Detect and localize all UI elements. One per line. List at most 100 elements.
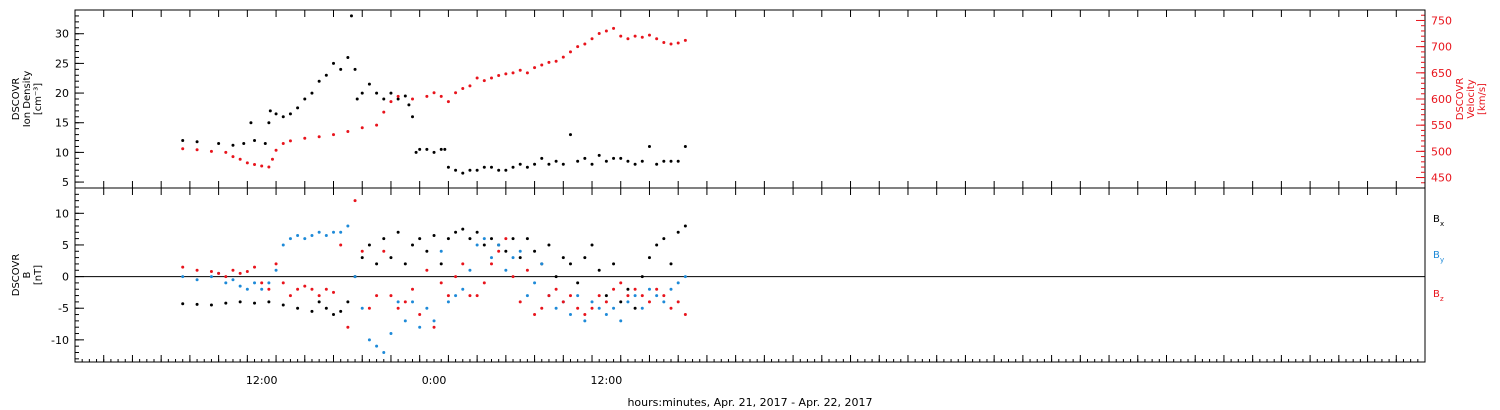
- density-point: [195, 140, 199, 144]
- density-point: [640, 159, 644, 163]
- bz-point: [504, 237, 508, 241]
- bz-point: [604, 300, 608, 304]
- x-tick-label: 0:00: [422, 374, 447, 387]
- density-point: [414, 150, 418, 154]
- bx-point: [489, 237, 493, 241]
- by-point: [669, 287, 673, 291]
- density-point: [382, 97, 386, 101]
- density-point: [360, 91, 364, 95]
- bx-point: [454, 230, 458, 234]
- density-point: [590, 162, 594, 166]
- density-point: [647, 144, 651, 148]
- bx-point: [619, 300, 623, 304]
- bz-point: [525, 268, 529, 272]
- top-right-tick-label: 650: [1431, 67, 1452, 80]
- density-point: [633, 162, 637, 166]
- bx-point: [597, 268, 601, 272]
- by-point: [683, 275, 687, 279]
- bz-point: [296, 287, 300, 291]
- bz-point: [655, 287, 659, 291]
- velocity-point: [518, 68, 522, 72]
- bx-point: [669, 262, 673, 266]
- by-point: [554, 306, 558, 310]
- velocity-point: [461, 87, 465, 91]
- density-point: [396, 97, 400, 101]
- velocity-point: [317, 135, 321, 139]
- velocity-point: [554, 59, 558, 63]
- bz-point: [375, 294, 379, 298]
- bx-point: [640, 275, 644, 279]
- bx-point: [209, 303, 213, 307]
- bx-point: [647, 256, 651, 260]
- by-point: [540, 262, 544, 266]
- bz-point: [224, 275, 228, 279]
- by-point: [676, 281, 680, 285]
- bottom-left-axis-label-line: B: [22, 271, 33, 278]
- bx-point: [403, 262, 407, 266]
- bz-point: [346, 325, 350, 329]
- bx-point: [382, 237, 386, 241]
- density-point: [249, 121, 253, 125]
- by-point: [647, 287, 651, 291]
- velocity-point: [260, 164, 264, 168]
- legend-bx: B: [1433, 214, 1440, 225]
- velocity-point: [382, 110, 386, 114]
- top-left-axis-label: DSCOVR Ion Density [cm⁻³]: [11, 71, 44, 128]
- bz-point: [389, 294, 393, 298]
- velocity-point: [511, 71, 515, 75]
- velocity-point: [525, 71, 529, 75]
- bz-point: [403, 300, 407, 304]
- top-right-tick-label: 750: [1431, 14, 1452, 27]
- density-point: [317, 79, 321, 83]
- velocity-point: [332, 133, 336, 137]
- velocity-point: [468, 84, 472, 88]
- by-point: [281, 243, 285, 247]
- bx-point: [683, 224, 687, 228]
- velocity-point: [612, 26, 616, 30]
- top-right-tick-label: 450: [1431, 172, 1452, 185]
- by-point: [583, 319, 587, 323]
- bz-point: [238, 271, 242, 275]
- by-point: [310, 233, 314, 237]
- by-point: [209, 275, 213, 279]
- density-point: [540, 156, 544, 160]
- velocity-point: [389, 100, 393, 104]
- velocity-point: [267, 165, 271, 169]
- bx-point: [511, 237, 515, 241]
- top-left-axis-label-line: Ion Density: [22, 71, 33, 128]
- bx-point: [468, 237, 472, 241]
- velocity-point: [547, 60, 551, 64]
- bx-point: [238, 300, 242, 304]
- velocity-point: [238, 157, 242, 161]
- density-point: [676, 159, 680, 163]
- by-point: [375, 344, 379, 348]
- bx-point: [604, 294, 608, 298]
- by-point: [411, 300, 414, 304]
- top-left-tick-label: 10: [55, 146, 69, 159]
- bz-point: [425, 268, 429, 272]
- by-point: [497, 243, 501, 247]
- bx-point: [533, 249, 537, 253]
- density-point: [268, 109, 272, 113]
- bz-point: [676, 300, 680, 304]
- bz-point: [482, 281, 486, 285]
- bx-point: [504, 249, 508, 253]
- by-point: [655, 294, 659, 298]
- velocity-point: [454, 91, 458, 95]
- density-point: [339, 67, 343, 71]
- bx-point: [547, 243, 551, 247]
- density-point: [454, 168, 458, 172]
- bx-point: [439, 262, 443, 266]
- by-point: [296, 233, 300, 237]
- bx-point: [418, 237, 422, 241]
- bz-point: [209, 270, 213, 274]
- density-point: [418, 147, 422, 151]
- by-point: [267, 281, 271, 285]
- bz-point: [332, 290, 336, 294]
- density-point: [482, 165, 486, 169]
- top-right-axis-label-line: DSCOVR: [1455, 78, 1466, 121]
- bz-point: [633, 287, 637, 291]
- bz-point: [612, 287, 616, 291]
- density-point: [525, 165, 529, 169]
